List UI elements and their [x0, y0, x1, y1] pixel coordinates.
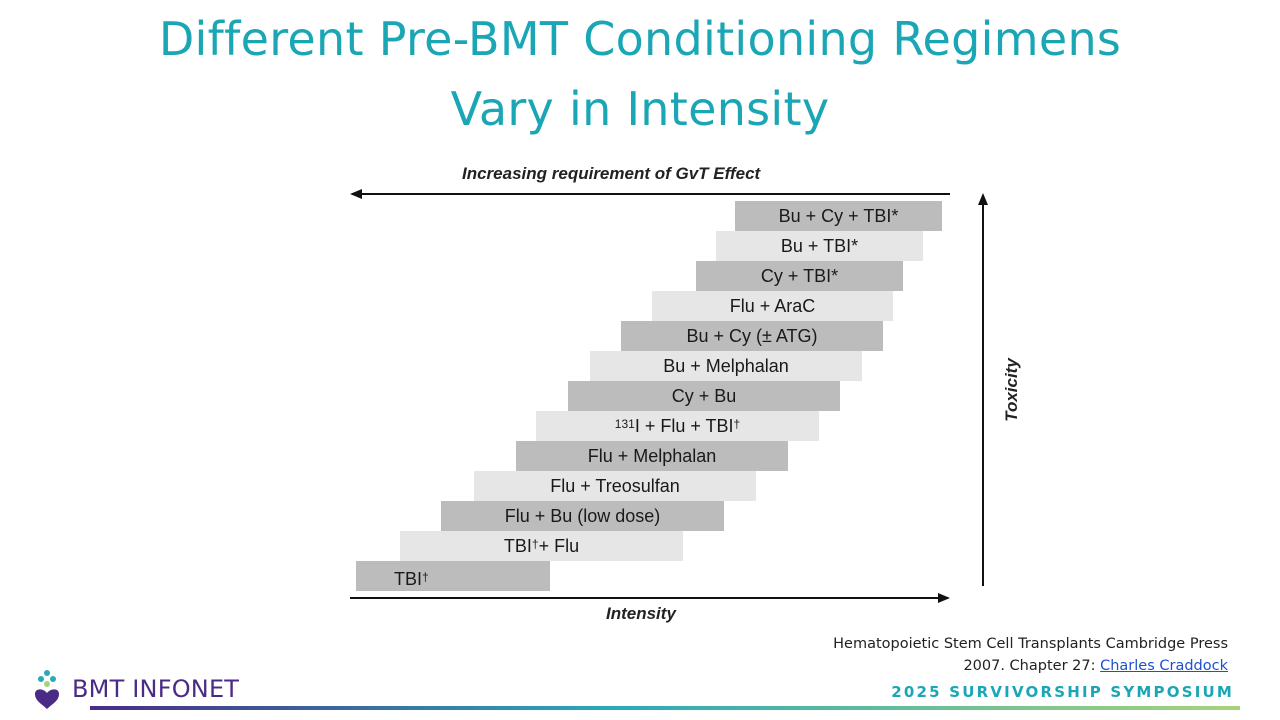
- logo-icon: [35, 670, 59, 709]
- page-title-line-2: Vary in Intensity: [450, 82, 830, 136]
- footer-divider: [90, 706, 1240, 710]
- regimen-bar: TBI †: [356, 561, 550, 591]
- regimen-bar: Bu + Melphalan: [590, 351, 862, 381]
- bmt-infonet-logo: BMT INFONET: [32, 668, 239, 710]
- toxicity-axis-label: Toxicity: [1002, 358, 1021, 422]
- regimen-bar: Bu + Cy (± ATG): [621, 321, 883, 351]
- regimen-bar: Bu + Cy + TBI*: [735, 201, 942, 231]
- gvt-axis-label: Increasing requirement of GvT Effect: [462, 164, 761, 183]
- citation-prefix: 2007. Chapter 27:: [963, 658, 1101, 674]
- logo-text: BMT INFONET: [72, 675, 240, 703]
- regimen-bar: Cy + Bu: [568, 381, 840, 411]
- regimen-bar: Flu + Bu (low dose): [441, 501, 724, 531]
- author-link[interactable]: Charles Craddock: [1100, 658, 1228, 674]
- regimen-bar: Cy + TBI*: [696, 261, 903, 291]
- citation-line-1: Hematopoietic Stem Cell Transplants Camb…: [833, 636, 1228, 652]
- regimen-bar: Flu + Treosulfan: [474, 471, 756, 501]
- event-name: 2025 SURVIVORSHIP SYMPOSIUM: [891, 683, 1234, 701]
- intensity-axis-label: Intensity: [606, 604, 676, 623]
- regimen-bar: Bu + TBI*: [716, 231, 923, 261]
- citation-line-2: 2007. Chapter 27: Charles Craddock: [833, 655, 1228, 677]
- regimen-bar: Flu + AraC: [652, 291, 893, 321]
- page-title-line-1: Different Pre-BMT Conditioning Regimens: [158, 12, 1122, 66]
- citation: Hematopoietic Stem Cell Transplants Camb…: [833, 633, 1228, 677]
- regimen-bar: Flu + Melphalan: [516, 441, 788, 471]
- regimen-bar: TBI † + Flu: [400, 531, 683, 561]
- regimen-bar: 131 I + Flu + TBI †: [536, 411, 819, 441]
